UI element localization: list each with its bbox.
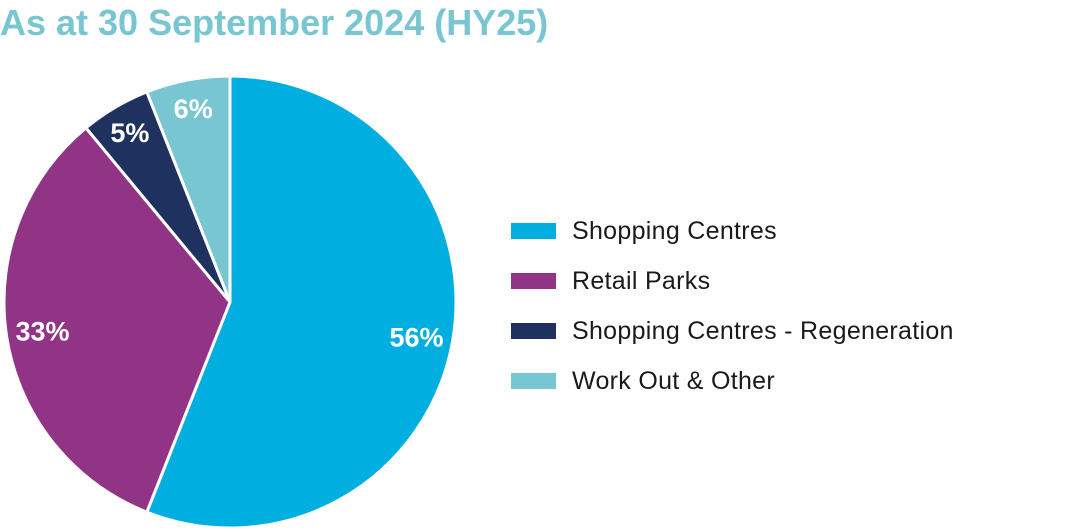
- legend-label-retail-parks: Retail Parks: [572, 266, 711, 295]
- legend-label-work-out-other: Work Out & Other: [572, 366, 776, 395]
- legend-swatch-shopping-centres-regeneration: [511, 323, 556, 339]
- data-label-shopping-centres-regeneration: 5%: [110, 118, 149, 148]
- legend-item-shopping-centres: Shopping Centres: [511, 206, 954, 256]
- pie-slice-work-out-other: [145, 74, 232, 304]
- data-label-retail-parks: 33%: [15, 317, 69, 347]
- legend-label-shopping-centres-regeneration: Shopping Centres - Regeneration: [572, 316, 954, 345]
- pie-chart: 56% 33% 5% 6%: [2, 74, 458, 530]
- pie-slice-shopping-centres: [145, 74, 458, 530]
- legend-item-retail-parks: Retail Parks: [511, 256, 954, 306]
- legend-item-shopping-centres-regeneration: Shopping Centres - Regeneration: [511, 306, 954, 356]
- chart-title: As at 30 September 2024 (HY25): [0, 2, 549, 43]
- legend-swatch-work-out-other: [511, 373, 556, 389]
- data-label-work-out-other: 6%: [174, 94, 213, 124]
- legend: Shopping Centres Retail Parks Shopping C…: [511, 206, 954, 406]
- pie-slice-retail-parks: [2, 126, 232, 514]
- legend-label-shopping-centres: Shopping Centres: [572, 216, 777, 245]
- legend-swatch-retail-parks: [511, 273, 556, 289]
- data-label-shopping-centres: 56%: [389, 323, 443, 353]
- legend-swatch-shopping-centres: [511, 223, 556, 239]
- legend-item-work-out-other: Work Out & Other: [511, 356, 954, 406]
